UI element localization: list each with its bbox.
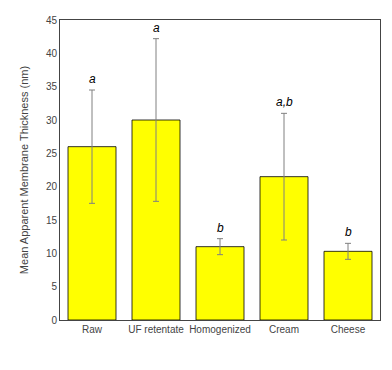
svg-text:UF retentate: UF retentate [128,324,184,335]
svg-text:a: a [153,21,160,35]
svg-text:Cheese: Cheese [331,324,366,335]
svg-text:Homogenized: Homogenized [189,324,251,335]
svg-text:b: b [345,225,352,239]
svg-text:40: 40 [46,48,58,59]
svg-text:15: 15 [46,215,58,226]
svg-text:0: 0 [51,315,57,326]
svg-text:10: 10 [46,248,58,259]
svg-text:Mean Apparent Membrane Thickne: Mean Apparent Membrane Thickness (nm) [18,66,30,274]
svg-text:Cream: Cream [269,324,299,335]
svg-text:5: 5 [51,281,57,292]
svg-text:35: 35 [46,81,58,92]
svg-text:b: b [217,221,224,235]
svg-text:45: 45 [46,15,58,26]
svg-text:a: a [89,72,96,86]
svg-text:30: 30 [46,115,58,126]
svg-text:Raw: Raw [82,324,103,335]
svg-text:a,b: a,b [276,95,293,109]
svg-text:20: 20 [46,181,58,192]
svg-text:25: 25 [46,148,58,159]
